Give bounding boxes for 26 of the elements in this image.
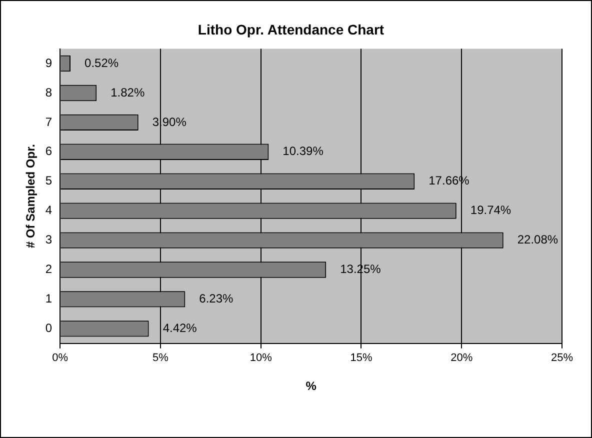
chart-title: Litho Opr. Attendance Chart bbox=[198, 21, 384, 38]
y-tick-label: 0 bbox=[45, 320, 52, 335]
x-tick-label: 15% bbox=[350, 352, 372, 364]
data-label: 1.82% bbox=[110, 85, 145, 100]
x-tick-label: 10% bbox=[250, 352, 272, 364]
y-tick-label: 3 bbox=[45, 232, 52, 247]
data-label: 4.42% bbox=[162, 320, 198, 335]
x-tick-label: 20% bbox=[450, 352, 473, 364]
y-tick-label: 5 bbox=[45, 174, 52, 188]
x-tick-label: 25% bbox=[550, 352, 574, 364]
y-tick-label: 9 bbox=[45, 56, 52, 70]
y-tick-label: 4 bbox=[45, 203, 52, 218]
x-axis-title: % bbox=[306, 379, 317, 394]
x-tick-label: 0% bbox=[52, 352, 68, 364]
y-tick-label: 7 bbox=[45, 114, 52, 129]
y-tick-label: 6 bbox=[45, 144, 52, 158]
y-tick-label: 1 bbox=[45, 292, 52, 306]
data-label: 6.23% bbox=[199, 292, 234, 306]
data-label: 10.39% bbox=[282, 144, 324, 158]
y-axis-title: # Of Sampled Opr. bbox=[24, 144, 38, 248]
data-label: 19.74% bbox=[470, 203, 512, 218]
data-label: 22.08% bbox=[517, 232, 558, 247]
data-label: 0.52% bbox=[84, 56, 119, 70]
y-tick-label: 2 bbox=[45, 262, 52, 276]
y-tick-label: 8 bbox=[45, 85, 52, 100]
x-tick-label: 5% bbox=[152, 352, 169, 364]
